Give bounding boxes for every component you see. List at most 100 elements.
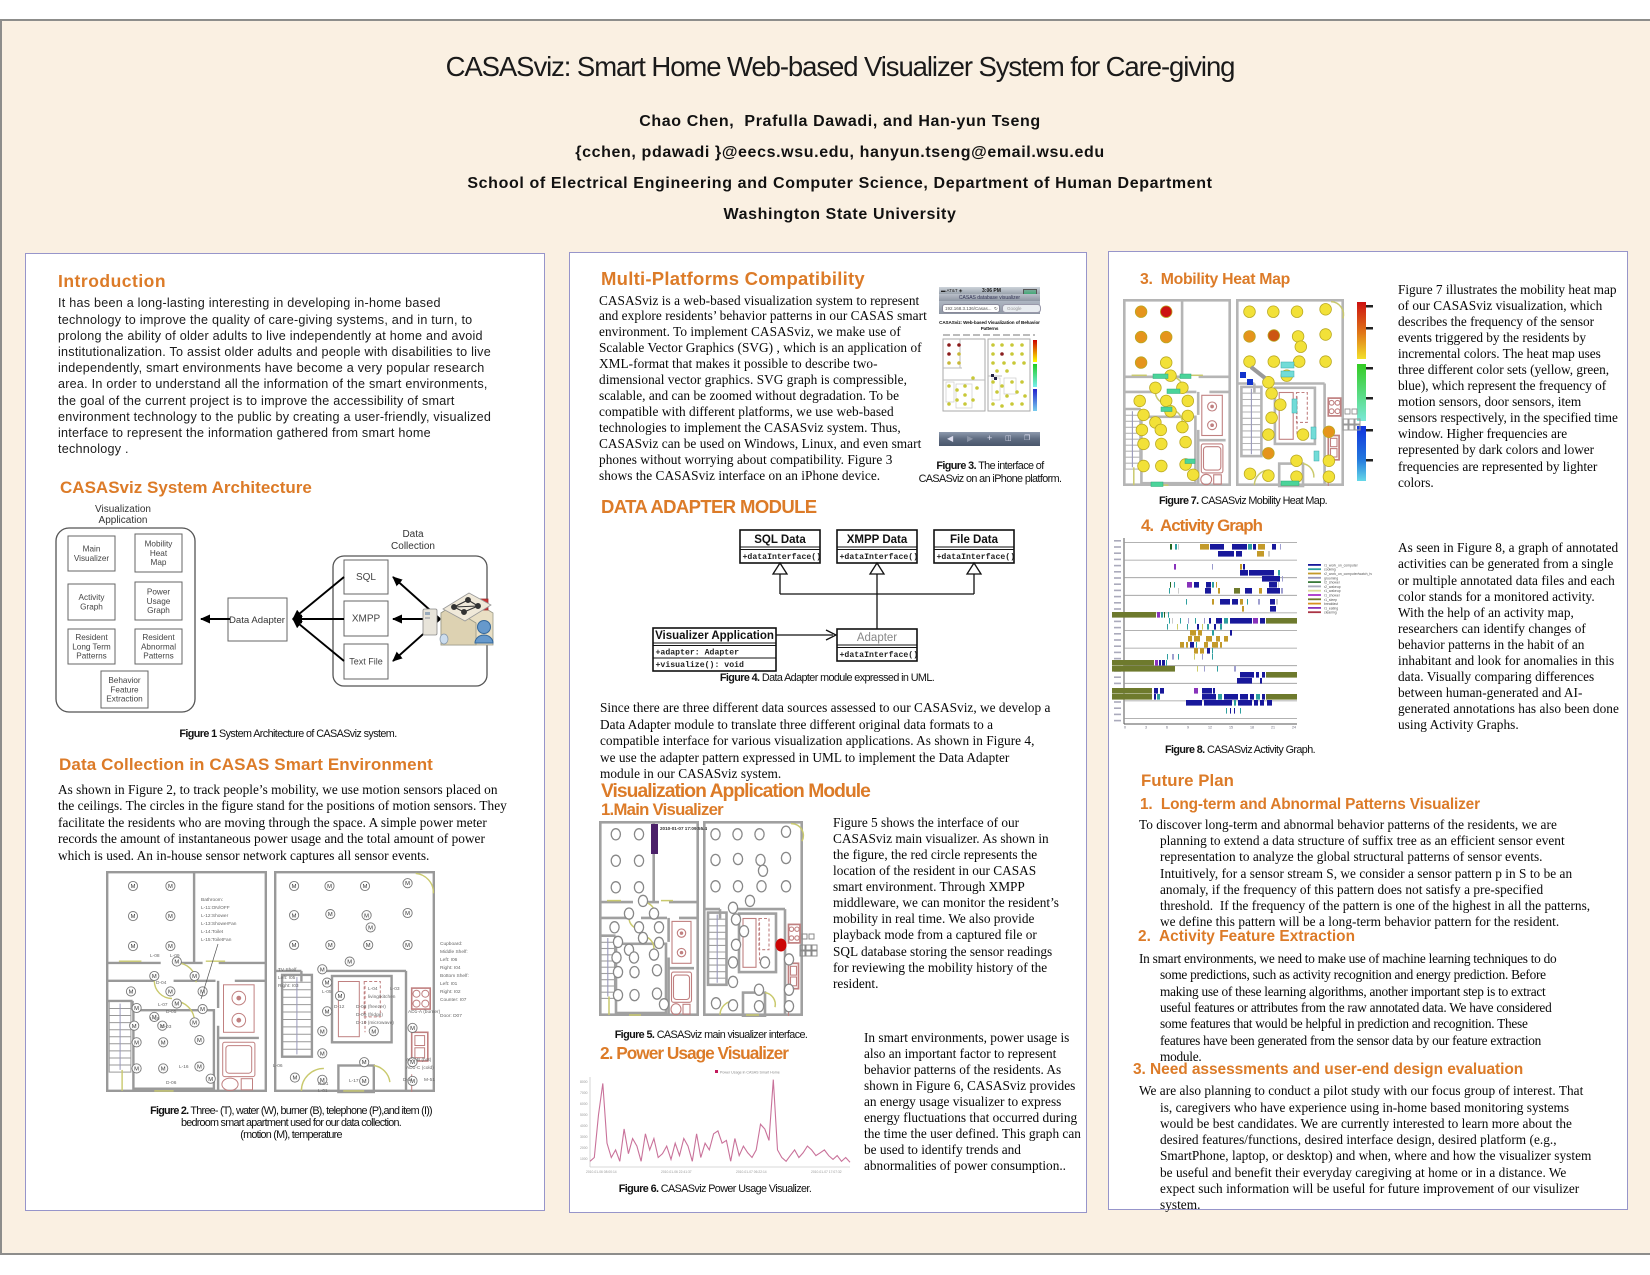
svg-text:24: 24: [1292, 726, 1296, 730]
svg-text:L-08: L-08: [150, 953, 160, 959]
svg-text:M: M: [347, 960, 352, 966]
svg-text:r1_sleep: r1_sleep: [1324, 598, 1337, 602]
svg-text:M: M: [366, 943, 371, 949]
svg-text:M: M: [129, 990, 134, 996]
svg-text:M: M: [134, 1006, 139, 1012]
svg-text:M: M: [174, 960, 179, 966]
svg-text:M: M: [192, 974, 197, 980]
svg-text:Visualization: Visualization: [95, 504, 151, 515]
svg-text:M: M: [405, 911, 410, 917]
svg-text:AD1-B (hot): AD1-B (hot): [406, 1057, 432, 1063]
svg-text:M: M: [292, 1076, 297, 1082]
svg-text:Visualizer: Visualizer: [74, 554, 110, 563]
svg-text:L-03: L-03: [390, 986, 400, 992]
svg-text:r1_work_on_computer: r1_work_on_computer: [1324, 563, 1359, 567]
svg-text:D-03: D-03: [161, 1024, 172, 1030]
svg-text:Left: I06: Left: I06: [440, 957, 458, 963]
svg-text:L-12:Shower: L-12:Shower: [201, 913, 229, 919]
svg-text:Door: D07: Door: D07: [440, 1013, 462, 1019]
svg-text:L-04: L-04: [368, 986, 378, 992]
svg-text:M: M: [208, 1077, 213, 1083]
svg-text:grooming: grooming: [1324, 576, 1338, 580]
svg-text:Activity: Activity: [79, 593, 106, 602]
svg-text:6: 6: [1166, 726, 1168, 730]
svg-text:M: M: [131, 884, 136, 890]
svg-text:Behavior: Behavior: [108, 676, 141, 685]
svg-text:Text File: Text File: [349, 656, 383, 666]
svg-text:M: M: [131, 914, 136, 920]
svg-text:L-17: L-17: [349, 1078, 359, 1084]
svg-text:M: M: [364, 913, 369, 919]
svg-text:File Data: File Data: [950, 534, 999, 546]
svg-text:M: M: [152, 1015, 157, 1021]
svg-text:L-01: L-01: [318, 1088, 328, 1094]
svg-text:M: M: [168, 914, 173, 920]
svg-text:8000: 8000: [580, 1080, 588, 1084]
svg-text:living/kitchen: living/kitchen: [368, 994, 396, 1000]
svg-text:M: M: [197, 1065, 202, 1071]
svg-text:Left: I05: Left: I05: [278, 975, 296, 981]
svg-text:M: M: [368, 925, 373, 931]
svg-text:21: 21: [1271, 726, 1275, 730]
svg-text:2010-01-07 17:07:32: 2010-01-07 17:07:32: [811, 1170, 842, 1174]
svg-text:M: M: [160, 1024, 165, 1030]
svg-text:XMPP Data: XMPP Data: [847, 534, 908, 546]
svg-text:M-51: M-51: [424, 1077, 435, 1083]
svg-text:M: M: [152, 974, 157, 980]
svg-text:M: M: [325, 981, 330, 987]
svg-text:M: M: [292, 913, 297, 919]
svg-text:Usage: Usage: [147, 597, 171, 606]
svg-text:L-13:ShowerFan: L-13:ShowerFan: [201, 921, 237, 927]
svg-text:M: M: [134, 1040, 139, 1046]
svg-text:+visualize(): void: +visualize(): void: [656, 660, 745, 670]
svg-text:L-14:Toilet: L-14:Toilet: [201, 929, 224, 935]
svg-text:Middle Shelf:: Middle Shelf:: [440, 949, 468, 955]
svg-text:M: M: [405, 881, 410, 887]
svg-text:Mobility: Mobility: [145, 540, 174, 549]
svg-text:Graph: Graph: [147, 606, 170, 615]
svg-text:M: M: [292, 884, 297, 890]
svg-text:M: M: [292, 943, 297, 949]
svg-text:2010-01-07 17:09:55.4: 2010-01-07 17:09:55.4: [660, 826, 707, 831]
svg-text:L-05: L-05: [322, 989, 332, 995]
svg-text:M: M: [371, 1029, 376, 1035]
svg-text:D-12: D-12: [334, 1004, 345, 1010]
svg-text:2010-01-06 22:41:37: 2010-01-06 22:41:37: [661, 1170, 692, 1174]
svg-text:L-07: L-07: [158, 1002, 168, 1008]
svg-text:Right: I02: Right: I02: [440, 989, 461, 995]
svg-text:Extraction: Extraction: [106, 695, 143, 704]
svg-text:SQL Data: SQL Data: [754, 534, 806, 546]
svg-text:L-15:ToiletFan: L-15:ToiletFan: [201, 937, 232, 943]
svg-text:Application: Application: [99, 515, 148, 526]
svg-text:M: M: [174, 1002, 179, 1008]
svg-text:Cupboard:: Cupboard:: [440, 941, 462, 947]
svg-text:M: M: [363, 884, 368, 890]
svg-text:M: M: [131, 944, 136, 950]
svg-text:D-04: D-04: [156, 980, 167, 986]
svg-text:M: M: [328, 912, 333, 918]
svg-text:Map: Map: [151, 558, 167, 567]
svg-text:M: M: [161, 1040, 166, 1046]
svg-text:Main: Main: [83, 545, 101, 554]
svg-text:r2_shower: r2_shower: [1324, 581, 1341, 585]
svg-text:3000: 3000: [580, 1135, 588, 1139]
svg-text:M: M: [410, 1060, 415, 1066]
svg-text:Abnormal: Abnormal: [141, 642, 176, 651]
svg-text:15: 15: [1229, 726, 1233, 730]
svg-text:Visualizer Application: Visualizer Application: [655, 630, 774, 642]
svg-text:+adapter: Adapter: +adapter: Adapter: [656, 648, 740, 658]
svg-text:SQL: SQL: [356, 572, 376, 583]
svg-text:1000: 1000: [580, 1157, 588, 1161]
svg-text:12: 12: [1208, 726, 1212, 730]
svg-text:M: M: [320, 1078, 325, 1084]
svg-text:M: M: [320, 1051, 325, 1057]
svg-text:M: M: [132, 1024, 137, 1030]
svg-text:r1_eating: r1_eating: [1324, 606, 1338, 610]
svg-text:M: M: [168, 944, 173, 950]
svg-text:M: M: [320, 1029, 325, 1035]
svg-text:r2_work_on_computer/watch_tv: r2_work_on_computer/watch_tv: [1324, 572, 1372, 576]
svg-text:AD1-A (burner): AD1-A (burner): [408, 1009, 441, 1015]
svg-text:Resident: Resident: [142, 633, 175, 642]
svg-text:Bathroom:: Bathroom:: [201, 897, 223, 903]
svg-text:Feature: Feature: [110, 685, 139, 694]
